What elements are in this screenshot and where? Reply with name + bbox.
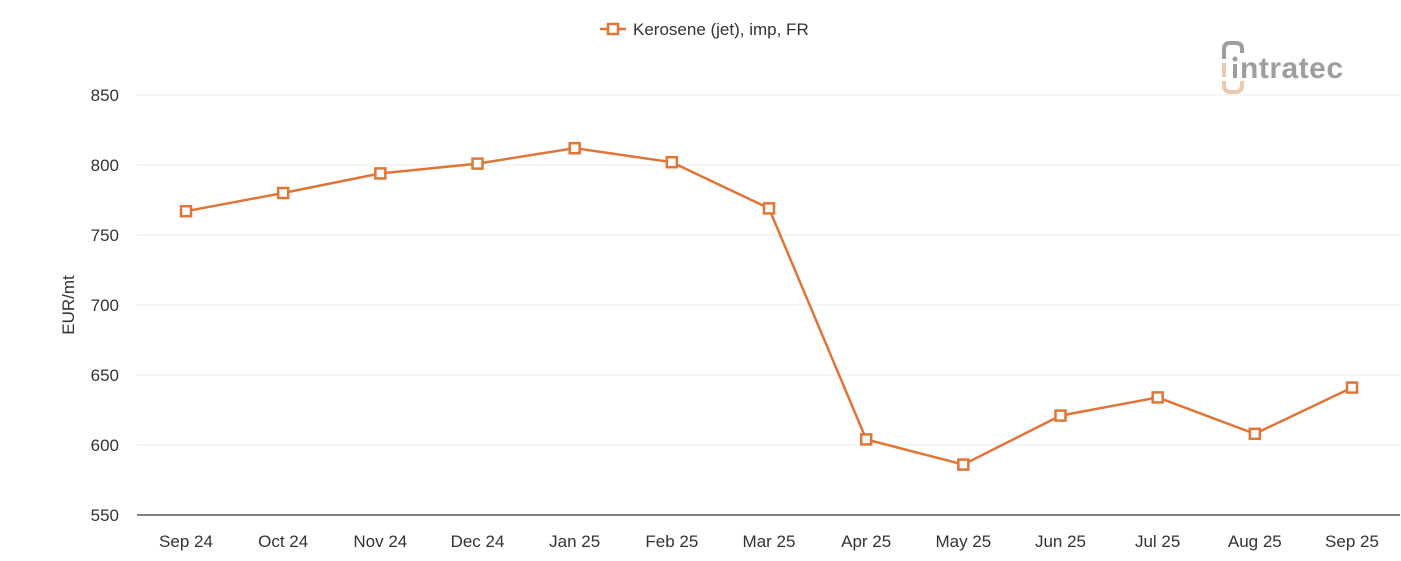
logo-bar-icon — [1222, 63, 1226, 77]
logo-i-stem-icon — [1233, 64, 1237, 78]
x-tick-label: Sep 24 — [159, 532, 213, 551]
x-tick-label: May 25 — [935, 532, 991, 551]
y-tick-label: 850 — [91, 86, 119, 105]
y-tick-label: 550 — [91, 506, 119, 525]
x-tick-label: Jan 25 — [549, 532, 600, 551]
y-tick-label: 750 — [91, 226, 119, 245]
data-point-marker[interactable]: Oct 24: 780 — [276, 186, 290, 200]
x-tick-label: Mar 25 — [743, 532, 796, 551]
logo-dot-icon — [1232, 56, 1238, 62]
data-point-marker[interactable]: Dec 24: 801 — [471, 157, 484, 170]
x-tick-label: Oct 24 — [258, 532, 308, 551]
x-tick-label: Nov 24 — [353, 532, 407, 551]
x-tick-label: Sep 25 — [1325, 532, 1379, 551]
x-tick-label: Jul 25 — [1135, 532, 1180, 551]
data-point-marker[interactable]: Apr 25: 604 — [859, 433, 873, 446]
y-tick-label: 650 — [91, 366, 119, 385]
y-axis-ticks: 550 600 650 700 750 800 850 — [91, 86, 119, 525]
legend-label: Kerosene (jet), imp, FR — [633, 20, 809, 39]
x-tick-label: Apr 25 — [841, 532, 891, 551]
y-tick-label: 700 — [91, 296, 119, 315]
y-axis-title: EUR/mt — [59, 275, 78, 335]
data-point-marker[interactable]: Sep 25: 641 — [1345, 381, 1359, 394]
gridlines — [137, 94, 1400, 446]
x-tick-label: Dec 24 — [451, 532, 505, 551]
series-line — [185, 146, 1353, 466]
logo-text: ntratec — [1240, 52, 1344, 85]
data-point-marker[interactable]: Feb 25: 802 — [665, 155, 679, 169]
x-axis-ticks: Sep 24 Oct 24 Nov 24 Dec 24 Jan 25 Feb 25 Mar … — [159, 532, 1379, 551]
logo-arc-top-icon — [1222, 41, 1244, 59]
data-point-marker[interactable]: Aug 25: 608 — [1248, 427, 1262, 441]
data-point-marker[interactable]: May 25: 586 — [957, 458, 970, 471]
intratec-logo: ntratec — [1222, 41, 1344, 94]
y-tick-label: 800 — [91, 156, 119, 175]
data-point-marker[interactable]: Sep 24: 767 — [179, 204, 193, 218]
x-tick-label: Aug 25 — [1228, 532, 1282, 551]
legend-square-marker-icon — [606, 22, 620, 36]
data-point-marker[interactable]: Mar 25: 769 — [762, 202, 776, 215]
data-point-marker[interactable]: Jul 25: 634 — [1151, 391, 1164, 404]
x-tick-label: Feb 25 — [645, 532, 698, 551]
y-tick-label: 600 — [91, 436, 119, 455]
x-tick-label: Jun 25 — [1035, 532, 1086, 551]
series-markers: Sep 24: 767 Oct 24: 780 Nov 24: 794 Dec 24:… — [179, 141, 1359, 471]
data-point-marker[interactable]: Nov 24: 794 — [374, 167, 387, 180]
logo-arc-bottom-icon — [1222, 81, 1244, 94]
data-point-marker[interactable]: Jun 25: 621 — [1054, 409, 1067, 422]
data-point-marker[interactable]: Jan 25: 812 — [568, 141, 581, 155]
legend[interactable]: Kerosene (jet), imp, FR — [600, 20, 809, 39]
